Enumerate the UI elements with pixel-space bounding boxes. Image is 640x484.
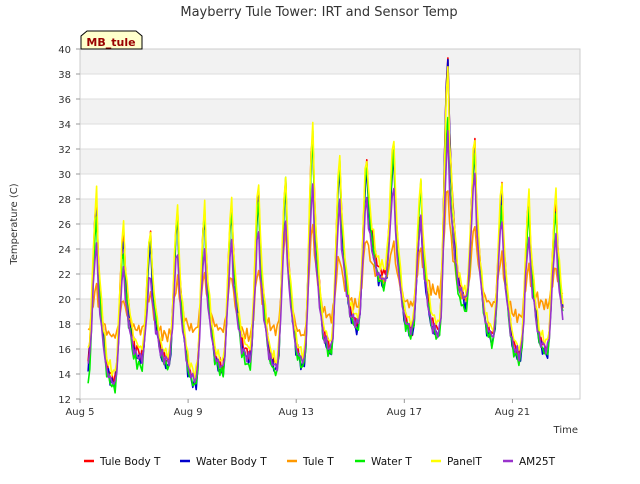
plot-band [80, 149, 580, 174]
y-tick-label: 26 [58, 220, 71, 231]
y-tick-label: 18 [58, 320, 71, 331]
legend-label: AM25T [519, 456, 556, 468]
y-tick-label: 12 [58, 395, 71, 406]
y-tick-label: 30 [58, 170, 71, 181]
plot-band [80, 374, 580, 399]
badge-box [80, 30, 143, 50]
y-tick-label: 38 [58, 70, 71, 81]
legend-item: AM25T [503, 456, 556, 468]
y-axis-label: Temperature (C) [9, 183, 20, 265]
plot-band [80, 199, 580, 224]
y-tick-label: 28 [58, 195, 71, 206]
chart-title: Mayberry Tule Tower: IRT and Sensor Temp [180, 5, 457, 20]
legend-item: Water Body T [180, 456, 267, 468]
legend-label: PanelT [447, 456, 482, 468]
plot-band [80, 99, 580, 124]
plot-band [80, 174, 580, 199]
y-tick-label: 32 [58, 145, 71, 156]
axis-ticks: 12 14 16 18 20 22 24 26 28 30 32 34 36 38 40 Aug 5 Aug 9… [58, 45, 530, 418]
badge-label: MB_tule [86, 36, 135, 49]
legend-label: Tule T [302, 456, 334, 468]
plot-band [80, 74, 580, 99]
plot-band [80, 124, 580, 149]
y-tick-label: 22 [58, 270, 71, 281]
y-tick-label: 14 [58, 370, 71, 381]
plot-band [80, 224, 580, 249]
legend: Tule Body T Water Body T Tule T Water T Pane… [84, 456, 556, 468]
y-tick-label: 20 [58, 295, 71, 306]
x-axis-label: Time [553, 425, 578, 436]
x-tick-label: Aug 5 [65, 407, 94, 418]
mb-tule-badge: MB_tule [80, 30, 143, 50]
x-tick-label: Aug 9 [174, 407, 203, 418]
y-tick-label: 16 [58, 345, 71, 356]
y-tick-label: 36 [58, 95, 71, 106]
legend-label: Water T [371, 456, 412, 468]
y-tick-label: 24 [58, 245, 71, 256]
y-tick-label: 34 [58, 120, 71, 131]
y-tick-label: 40 [58, 45, 71, 56]
x-tick-label: Aug 17 [387, 407, 422, 418]
x-tick-label: Aug 21 [495, 407, 530, 418]
legend-label: Water Body T [196, 456, 267, 468]
plot-band [80, 49, 580, 74]
x-tick-label: Aug 13 [278, 407, 313, 418]
legend-item: PanelT [431, 456, 482, 468]
legend-item: Tule Body T [84, 456, 161, 468]
legend-item: Water T [355, 456, 412, 468]
legend-label: Tule Body T [99, 456, 161, 468]
legend-item: Tule T [287, 456, 334, 468]
series-layer [87, 57, 564, 394]
series-line-am25t [87, 129, 564, 385]
